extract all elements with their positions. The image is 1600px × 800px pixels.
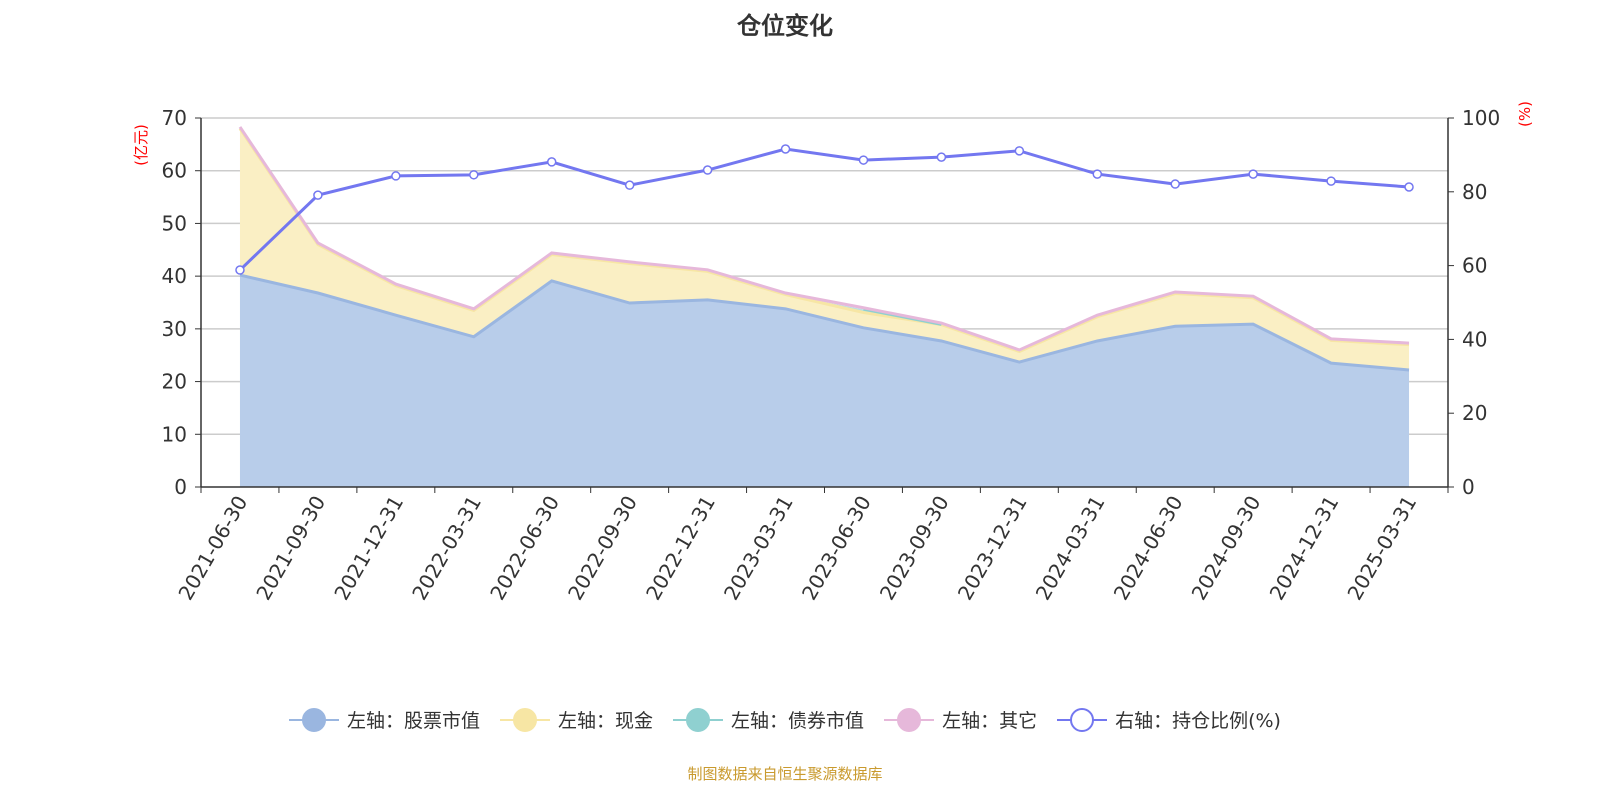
legend-marker-icon: [673, 707, 724, 732]
legend-item[interactable]: 左轴：其它: [884, 706, 1037, 733]
x-tick-label: 2021-09-30: [251, 492, 330, 605]
point-position-ratio: [469, 170, 479, 180]
left-tick-label: 10: [162, 422, 187, 446]
legend-marker-icon: [1057, 707, 1108, 732]
legend-label: 右轴：持仓比例(%): [1115, 710, 1281, 732]
left-axis-label: (亿元): [132, 124, 150, 166]
right-tick-label: 20: [1462, 401, 1487, 425]
legend-item[interactable]: 右轴：持仓比例(%): [1057, 706, 1281, 733]
left-tick-label: 70: [162, 106, 187, 130]
x-tick-label: 2022-03-31: [407, 492, 486, 605]
line-左轴：其它: [238, 126, 1410, 352]
x-tick-label: 2022-12-31: [641, 492, 720, 605]
x-tick-label: 2023-06-30: [797, 492, 876, 605]
x-tick-label: 2023-03-31: [719, 492, 798, 605]
point-position-ratio: [1404, 182, 1414, 192]
legend-marker-icon: [289, 707, 340, 732]
legend-marker-icon: [884, 707, 935, 732]
point-position-ratio: [1326, 176, 1336, 186]
right-tick-label: 0: [1462, 475, 1475, 499]
left-tick-label: 60: [162, 159, 187, 183]
x-tick-label: 2023-09-30: [875, 492, 954, 605]
line-左轴：股票市值: [239, 273, 1410, 372]
area-左轴：股票市值: [239, 275, 1410, 487]
x-tick-label: 2024-12-31: [1265, 492, 1344, 605]
point-position-ratio: [1170, 179, 1180, 189]
right-tick-label: 80: [1462, 180, 1487, 204]
legend-item[interactable]: 左轴：债券市值: [673, 706, 864, 733]
x-tick-label: 2021-12-31: [329, 492, 408, 605]
chart-title: 仓位变化: [737, 12, 833, 40]
x-tick-label: 2025-03-31: [1342, 492, 1421, 605]
point-position-ratio: [313, 190, 323, 200]
x-tick-label: 2023-12-31: [953, 492, 1032, 605]
left-tick-label: 20: [162, 370, 187, 394]
x-tick-label: 2024-09-30: [1187, 492, 1266, 605]
point-position-ratio: [235, 265, 245, 275]
point-position-ratio: [624, 180, 635, 190]
x-tick-label: 2022-06-30: [485, 492, 564, 605]
legend-label: 左轴：债券市值: [731, 710, 865, 732]
line-position-ratio: [238, 147, 1410, 272]
line-左轴：现金: [238, 127, 1410, 354]
legend-marker-icon: [500, 707, 551, 732]
point-position-ratio: [936, 152, 947, 162]
legend-label: 左轴：现金: [558, 710, 654, 732]
right-axis-label: (%): [1516, 101, 1534, 127]
legend: 左轴：股票市值 左轴：现金 左轴：债券市值 左轴：其它 右轴：持仓比例(%): [0, 706, 1570, 733]
point-position-ratio: [780, 144, 791, 154]
legend-label: 左轴：股票市值: [347, 710, 481, 732]
left-tick-label: 40: [162, 264, 187, 288]
x-tick-label: 2021-06-30: [173, 492, 252, 605]
right-tick-label: 60: [1462, 254, 1487, 278]
left-tick-label: 50: [162, 211, 187, 235]
left-tick-label: 0: [174, 475, 187, 499]
left-tick-label: 30: [162, 317, 187, 341]
source-note: 制图数据来自恒生聚源数据库: [687, 765, 883, 783]
point-position-ratio: [391, 171, 401, 181]
x-tick-label: 2024-06-30: [1109, 492, 1188, 605]
point-position-ratio: [858, 155, 869, 165]
point-position-ratio: [702, 165, 713, 175]
point-position-ratio: [1014, 146, 1025, 156]
point-position-ratio: [546, 157, 557, 167]
right-tick-label: 100: [1462, 106, 1500, 130]
legend-item[interactable]: 左轴：股票市值: [289, 706, 480, 733]
x-tick-label: 2024-03-31: [1031, 492, 1110, 605]
point-position-ratio: [1092, 169, 1103, 179]
legend-label: 左轴：其它: [942, 710, 1038, 732]
x-tick-label: 2022-09-30: [563, 492, 642, 605]
point-position-ratio: [1248, 169, 1258, 179]
line-左轴：债券市值: [863, 308, 942, 326]
right-tick-label: 40: [1462, 327, 1487, 351]
legend-item[interactable]: 左轴：现金: [500, 706, 653, 733]
